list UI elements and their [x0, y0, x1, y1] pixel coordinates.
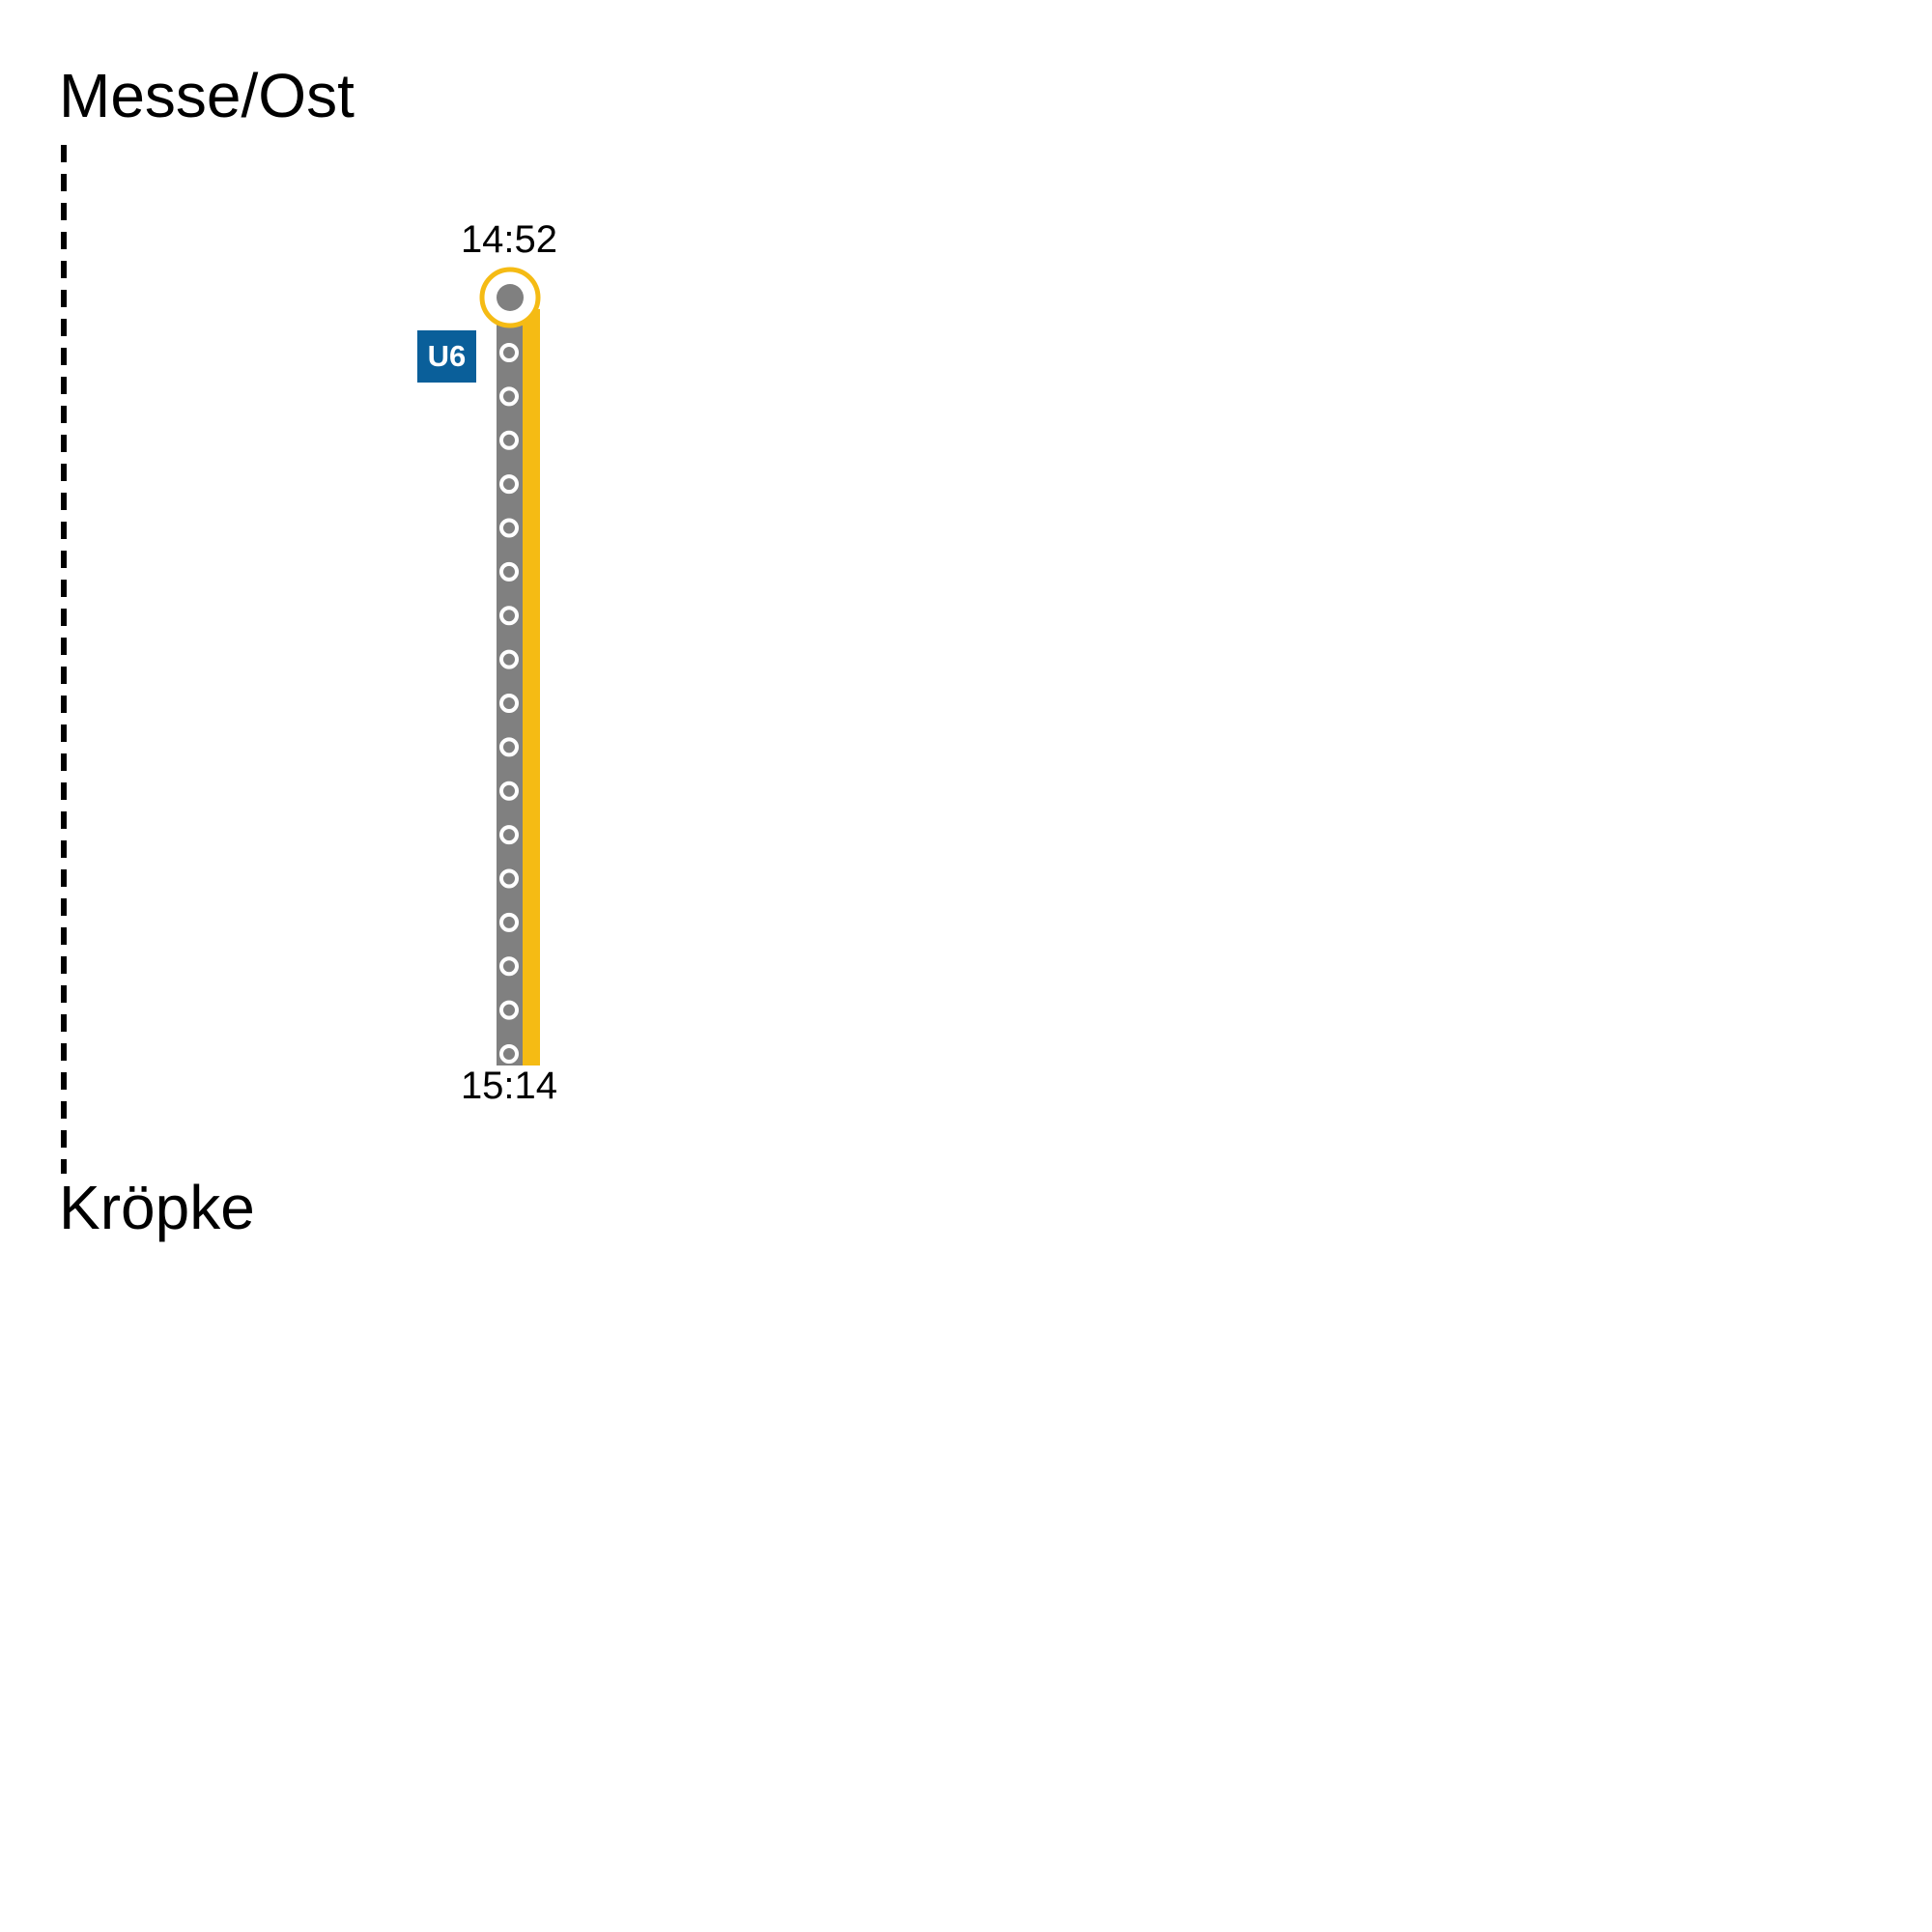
- departure-stop-dot: [497, 284, 524, 311]
- stop-marker: [499, 868, 519, 889]
- stop-marker: [499, 430, 519, 450]
- stop-marker: [499, 518, 519, 538]
- stop-marker: [499, 781, 519, 801]
- origin-station-label: Messe/Ost: [59, 61, 355, 130]
- stop-marker: [499, 694, 519, 713]
- stop-marker: [499, 737, 519, 757]
- departure-time: 14:52: [460, 218, 558, 261]
- stop-marker: [499, 606, 519, 626]
- journey-dashed-connector: [61, 145, 67, 1174]
- stop-marker: [499, 474, 519, 495]
- track-line: [497, 309, 523, 1065]
- arrival-time: 15:14: [460, 1065, 558, 1107]
- stop-marker: [499, 386, 519, 407]
- intermediate-stops: [499, 343, 519, 1064]
- line-badge: U6: [417, 330, 476, 383]
- stop-marker: [499, 956, 519, 977]
- stop-marker: [499, 343, 519, 362]
- stop-marker: [499, 1000, 519, 1020]
- stop-marker: [499, 649, 519, 669]
- stop-marker: [499, 825, 519, 845]
- line-color-bar: [523, 309, 540, 1065]
- stop-marker: [499, 561, 519, 582]
- stop-marker: [499, 912, 519, 932]
- stop-marker: [499, 1044, 519, 1064]
- destination-station-label: Kröpke: [59, 1173, 255, 1242]
